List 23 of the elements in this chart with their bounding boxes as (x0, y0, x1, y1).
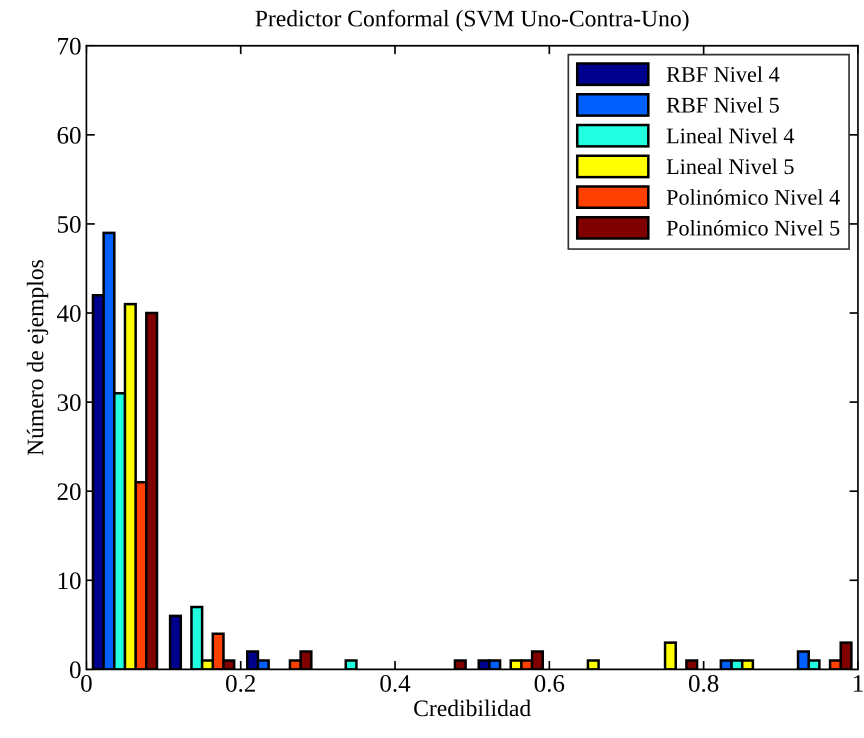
legend-label: RBF Nivel 4 (666, 66, 780, 82)
y-tick-label: 0 (70, 661, 81, 678)
legend-label: Polinómico Nivel 4 (666, 189, 840, 205)
legend-label: Lineal Nivel 5 (666, 158, 794, 174)
x-tick-label: 0.8 (688, 674, 718, 692)
legend-label: RBF Nivel 5 (666, 97, 779, 113)
legend-label: Lineal Nivel 4 (666, 128, 794, 144)
y-tick-label: 10 (58, 572, 81, 590)
y-tick-label: 50 (58, 216, 81, 233)
y-tick-label: 30 (58, 394, 81, 412)
x-tick-label: 1 (854, 675, 863, 692)
x-tick-label: 0.2 (226, 674, 255, 692)
x-tick-label: 0.4 (380, 674, 410, 692)
y-tick-label: 20 (58, 483, 81, 500)
y-axis-title: Número de ejemplos (26, 260, 48, 456)
y-tick-label: 70 (58, 38, 81, 55)
y-tick-label: 60 (58, 126, 81, 144)
y-tick-label: 40 (57, 305, 81, 322)
chart-title: Predictor Conformal (SVM Uno-Contra-Uno) (255, 10, 689, 32)
x-tick-label: 0.6 (534, 674, 564, 692)
x-tick-label: 0 (81, 674, 92, 692)
legend-label: Polinómico Nivel 5 (666, 220, 840, 236)
x-axis-title: Credibilidad (414, 700, 531, 716)
